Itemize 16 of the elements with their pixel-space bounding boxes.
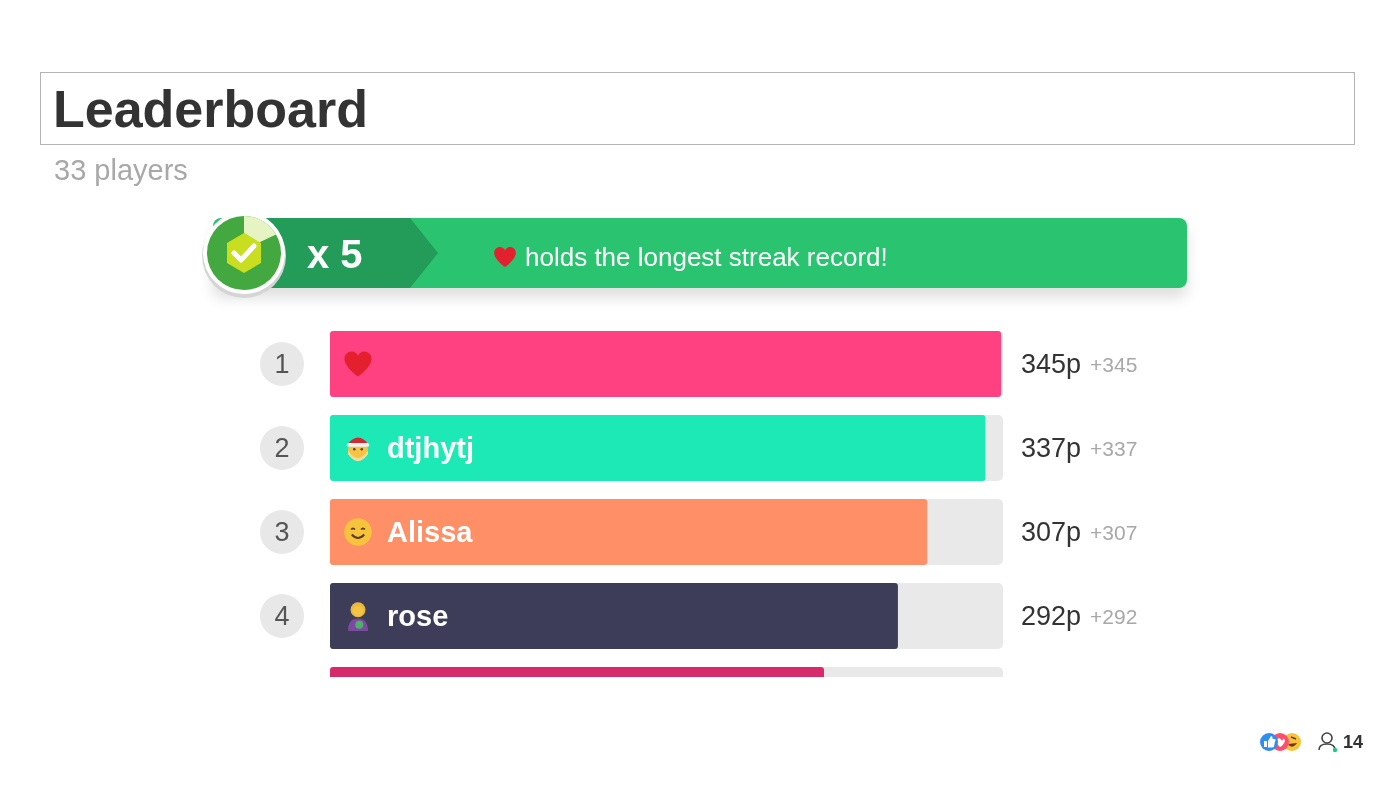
text: holds the longest streak record! — [525, 242, 888, 272]
text: 14 — [1343, 732, 1364, 752]
data-label: 337p +337 — [1021, 433, 1138, 463]
y-tick-label: rose — [387, 600, 449, 632]
text: 1 — [274, 349, 290, 379]
data-label: 345p +345 — [1021, 349, 1138, 379]
chart-subtitle: 33 players — [54, 153, 188, 187]
data-label: 292p +292 — [1021, 601, 1138, 631]
data-label: 307p +307 — [1021, 517, 1138, 547]
text: 2 — [274, 433, 290, 463]
text: 3 — [274, 517, 290, 547]
y-tick-label: Alissa — [387, 516, 474, 548]
y-tick-label: dtjhytj — [387, 432, 474, 464]
chart-title: Leaderboard — [53, 79, 368, 139]
text: 4 — [274, 601, 290, 631]
text: x 5 — [307, 232, 363, 276]
